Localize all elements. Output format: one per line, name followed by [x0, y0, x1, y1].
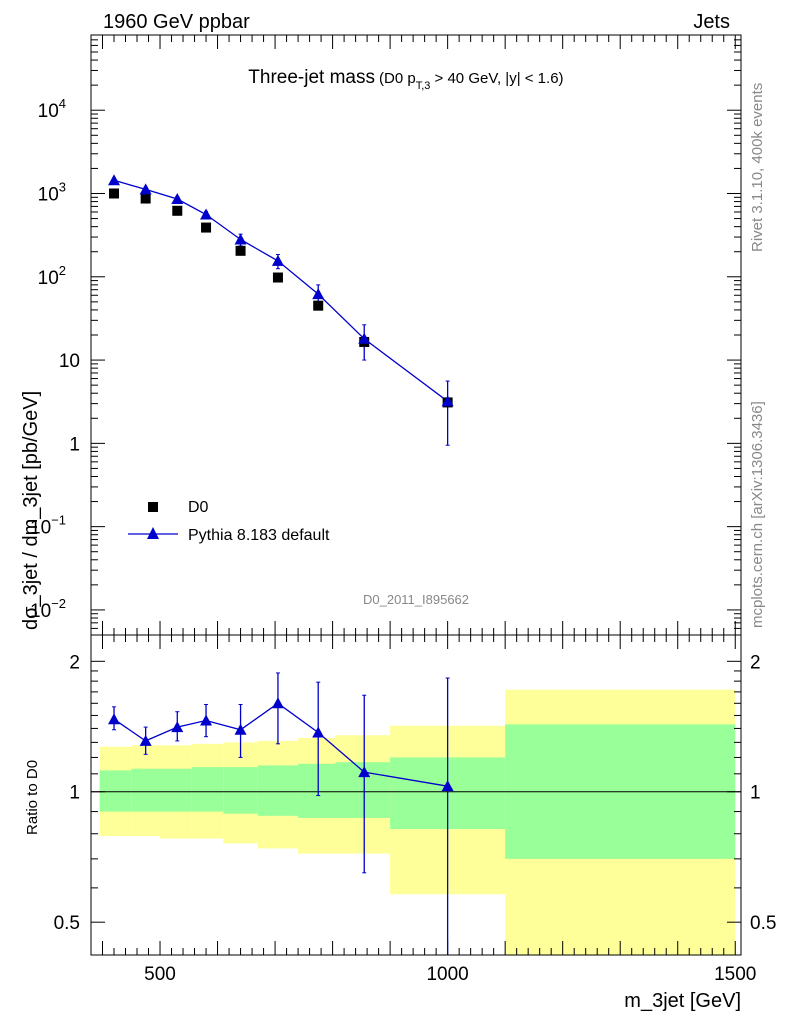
ratio-y-tick-label: 0.5 [54, 913, 80, 934]
d0-point [313, 300, 324, 311]
stat-uncertainty-band [99, 770, 132, 812]
main-title-detail: (D0 pT,3 > 40 GeV, |y| < 1.6) [379, 70, 564, 92]
rivet-version-label: Rivet 3.1.10, 400k events [749, 83, 766, 252]
legend-marker-pythia [147, 527, 159, 539]
stat-uncertainty-band [191, 767, 224, 812]
legend-label-pythia: Pythia 8.183 default [188, 527, 330, 544]
x-tick-label: 500 [144, 964, 176, 985]
process-label: Jets [693, 11, 730, 33]
ratio-panel-frame [90, 634, 742, 956]
pythia-point [441, 395, 454, 407]
legend: D0 Pythia 8.183 default [128, 499, 330, 544]
main-y-tick-label: 10−1 [30, 513, 66, 539]
ratio-y-tick-label-right: 2 [750, 652, 761, 673]
d0-point [140, 193, 151, 204]
main-y-axis-label: dσ_3jet / dm_3jet [pb/GeV] [20, 391, 42, 630]
pythia-point [200, 208, 213, 220]
ratio-y-tick-label: 2 [69, 652, 80, 673]
pythia-point [312, 288, 325, 300]
stat-uncertainty-band [223, 767, 258, 814]
ratio-y-tick-label: 1 [69, 783, 80, 804]
pythia-line [113, 179, 448, 402]
d0-point [201, 222, 212, 233]
main-y-tick-label: 10−2 [30, 596, 66, 622]
pythia-point [358, 332, 371, 344]
ratio-ticks: 0.5 0.5 1 1 2 2 500 1000 1500 [54, 635, 776, 985]
analysis-id-label: D0_2011_I895662 [363, 592, 469, 607]
pythia-point [139, 183, 152, 195]
ratio-y-tick-label-right: 1 [750, 783, 761, 804]
main-y-tick-label: 103 [38, 180, 66, 206]
main-y-tick-label: 104 [38, 96, 66, 122]
x-tick-label: 1500 [714, 964, 756, 985]
pythia-point [108, 174, 121, 186]
ratio-y-axis-label: Ratio to D0 [24, 760, 41, 835]
pythia-point [271, 254, 284, 266]
pythia-point [171, 192, 184, 204]
collision-label: 1960 GeV ppbar [103, 11, 250, 33]
ratio-uncertainty-bands [99, 689, 736, 955]
ratio-pythia-point [108, 713, 121, 725]
legend-marker-d0 [148, 502, 158, 512]
legend-label-d0: D0 [188, 499, 209, 516]
ratio-pythia-point [441, 780, 454, 792]
ratio-pythia-point [234, 723, 247, 735]
stat-uncertainty-band [131, 768, 161, 812]
main-ticks: 10−2 10−1 1 10 102 103 104 [30, 34, 741, 636]
d0-point [235, 245, 246, 256]
ratio-pythia-point [358, 766, 371, 778]
x-axis-label: m_3jet [GeV] [624, 990, 741, 1012]
ratio-pythia-point [271, 697, 284, 709]
main-series-layer [108, 174, 454, 446]
d0-point [272, 272, 283, 283]
mcplots-label: mcplots.cern.ch [arXiv:1306.3436] [749, 401, 766, 628]
ratio-pythia-point [171, 721, 184, 733]
stat-uncertainty-band [160, 768, 192, 812]
main-y-tick-label: 1 [69, 434, 80, 455]
ratio-pythia-point [139, 734, 152, 746]
d0-point [109, 188, 120, 199]
main-y-tick-label: 10 [59, 351, 80, 372]
x-tick-label: 1000 [426, 964, 468, 985]
ratio-pythia-point [200, 714, 213, 726]
ratio-series-layer [108, 672, 454, 955]
main-y-tick-label: 102 [38, 263, 66, 289]
ratio-pythia-point [312, 726, 325, 738]
main-title: Three-jet mass [248, 67, 375, 88]
stat-uncertainty-band [257, 765, 299, 816]
d0-point [172, 205, 183, 216]
main-panel-frame [90, 34, 742, 636]
stat-uncertainty-band [298, 763, 336, 818]
ratio-y-tick-label-right: 0.5 [750, 913, 776, 934]
pythia-point [234, 233, 247, 245]
